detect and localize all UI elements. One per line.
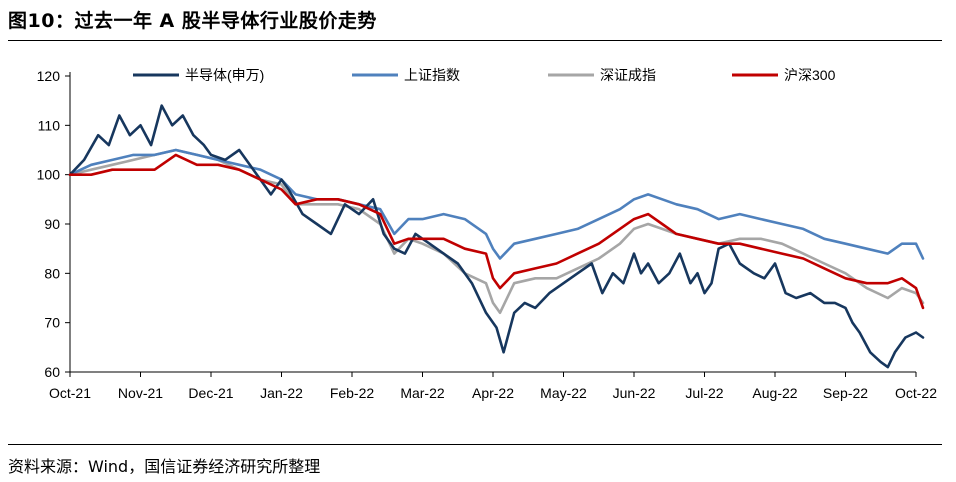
- y-tick-label: 80: [44, 265, 60, 281]
- series-line-3: [68, 148, 925, 315]
- series-line-4: [68, 153, 925, 310]
- legend-label: 深证成指: [600, 67, 656, 83]
- y-tick-label: 90: [44, 216, 60, 232]
- x-tick-label: Mar-22: [400, 385, 445, 401]
- x-tick-label: Jul-22: [685, 385, 723, 401]
- x-tick-label: Oct-22: [895, 385, 937, 401]
- y-tick-label: 60: [44, 364, 60, 380]
- x-tick-label: Dec-21: [188, 385, 233, 401]
- series-line-1: [68, 104, 925, 369]
- legend-label: 半导体(申万): [185, 67, 264, 83]
- y-tick-label: 120: [37, 68, 61, 84]
- x-tick-label: Feb-22: [330, 385, 375, 401]
- x-tick-label: Sep-22: [823, 385, 868, 401]
- footer-rule: [8, 444, 942, 445]
- legend-label: 沪深300: [784, 67, 836, 83]
- series-line-2: [68, 148, 925, 260]
- legend-label: 上证指数: [404, 67, 460, 83]
- source-note: 资料来源：Wind，国信证券经济研究所整理: [8, 457, 321, 476]
- chart-axes: 60 70 80 90 100 110 120 Oct-21 Nov-21 Dec-21 Jan-2…: [37, 68, 938, 401]
- y-tick-label: 110: [38, 117, 61, 133]
- x-tick-label: Jan-22: [260, 385, 303, 401]
- chart-title: 图10：过去一年 A 股半导体行业股价走势: [8, 10, 377, 32]
- line-chart: 60 70 80 90 100 110 120 Oct-21 Nov-21 Dec-21 Jan-2…: [37, 67, 938, 401]
- chart-legend: 半导体(申万) 上证指数 深证成指 沪深300: [133, 67, 836, 83]
- title-rule: [8, 40, 942, 41]
- x-tick-label: Jun-22: [613, 385, 656, 401]
- x-tick-label: Apr-22: [472, 385, 514, 401]
- x-tick-label: Nov-21: [118, 385, 163, 401]
- x-tick-label: May-22: [540, 385, 587, 401]
- x-tick-label: Oct-21: [49, 385, 91, 401]
- x-tick-label: Aug-22: [752, 385, 797, 401]
- y-tick-label: 70: [44, 315, 60, 331]
- y-tick-label: 100: [37, 167, 61, 183]
- chart-series: [68, 104, 925, 369]
